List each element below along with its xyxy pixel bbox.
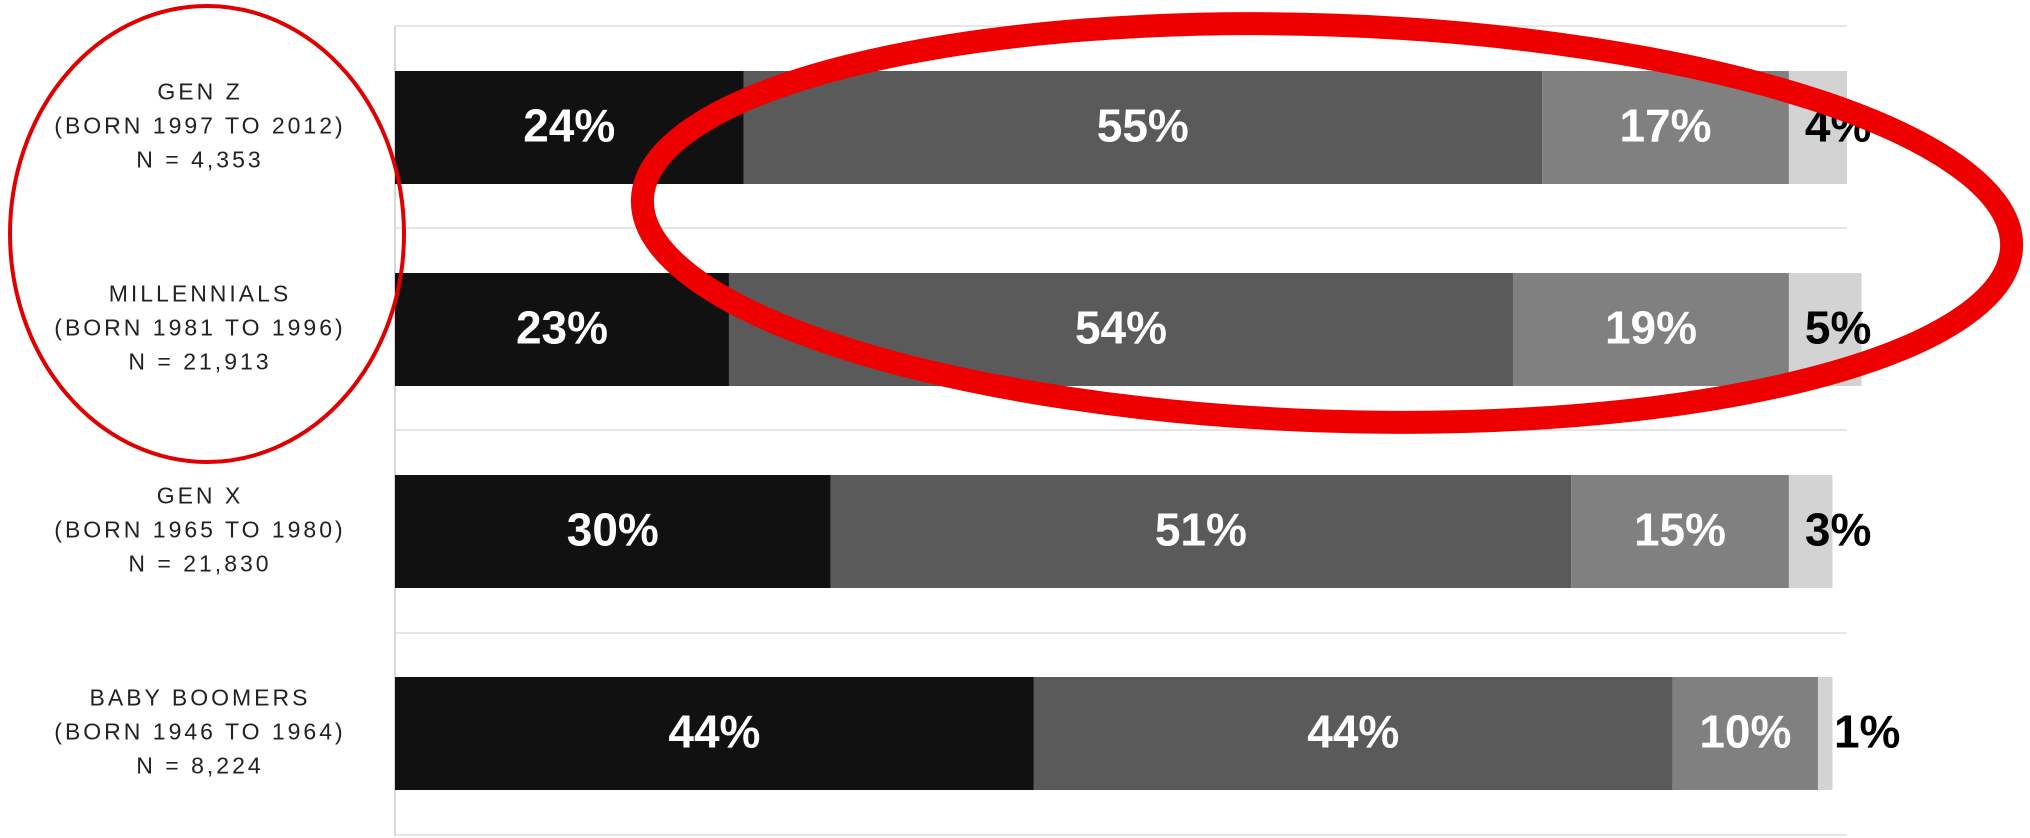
category-label: N = 21,830 xyxy=(128,551,271,577)
bar-segment xyxy=(395,273,729,386)
value-label: 24% xyxy=(523,100,615,152)
value-label: 19% xyxy=(1605,302,1697,354)
category-label: N = 21,913 xyxy=(128,349,271,375)
bar-segment xyxy=(1033,677,1673,790)
bar-segment xyxy=(1672,677,1818,790)
bar-segment xyxy=(1571,475,1789,588)
bar-segment xyxy=(395,677,1034,790)
category-label: (BORN 1981 TO 1996) xyxy=(54,315,345,341)
bar-segment xyxy=(395,475,831,588)
value-label: 15% xyxy=(1634,504,1726,556)
highlight-ellipse xyxy=(630,12,2024,434)
category-label: (BORN 1997 TO 2012) xyxy=(54,113,345,139)
value-label: 30% xyxy=(567,504,659,556)
bar-segment xyxy=(743,71,1543,184)
bar-segment xyxy=(830,475,1572,588)
value-label: 54% xyxy=(1075,302,1167,354)
category-label: N = 4,353 xyxy=(136,147,263,173)
value-label: 44% xyxy=(1307,706,1399,758)
category-label: BABY BOOMERS xyxy=(90,685,311,711)
annotations xyxy=(8,4,2024,464)
value-label: 10% xyxy=(1699,706,1791,758)
bar-segment xyxy=(1513,273,1789,386)
value-label: 44% xyxy=(668,706,760,758)
highlight-ellipse xyxy=(8,4,406,464)
value-label: 1% xyxy=(1834,706,1900,758)
bars: GEN Z (BORN 1997 TO 2012) N = 4,353 24% 55% 1… xyxy=(54,71,1900,790)
value-label: 3% xyxy=(1805,504,1871,556)
value-label: 55% xyxy=(1097,100,1189,152)
category-label: GEN X xyxy=(157,483,244,509)
value-label: 23% xyxy=(516,302,608,354)
bar-segment xyxy=(1788,475,1833,588)
category-label: GEN Z xyxy=(157,79,242,105)
bar-segment xyxy=(1817,677,1833,790)
category-label: (BORN 1946 TO 1964) xyxy=(54,719,345,745)
category-label: MILLENNIALS xyxy=(109,281,292,307)
value-label: 51% xyxy=(1155,504,1247,556)
category-label: (BORN 1965 TO 1980) xyxy=(54,517,345,543)
bar-segment xyxy=(728,273,1514,386)
category-label: N = 8,224 xyxy=(136,753,263,779)
value-label: 17% xyxy=(1619,100,1711,152)
value-label: 5% xyxy=(1805,302,1871,354)
